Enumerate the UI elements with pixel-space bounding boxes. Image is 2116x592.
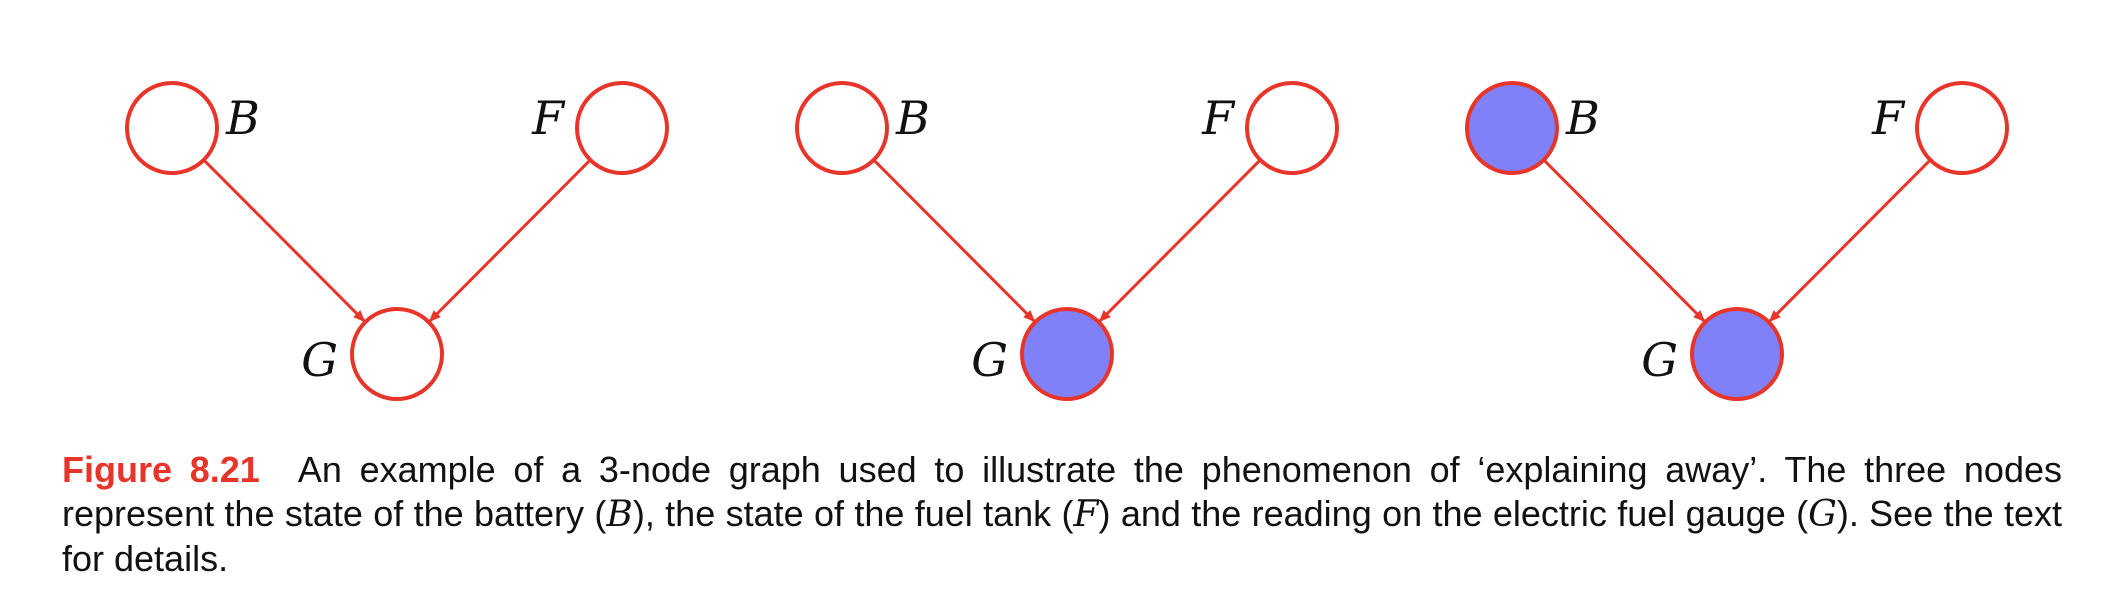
node-f-unobserved	[575, 81, 669, 175]
figure-label: Figure 8.21	[62, 449, 260, 490]
node-label-f: F	[531, 91, 566, 145]
node-label-f: F	[1201, 91, 1236, 145]
caption-text-3: ) and the reading on the electric fuel g…	[1098, 493, 1809, 534]
node-f-unobserved	[1245, 81, 1339, 175]
graph-panel-3: B F G	[1465, 81, 2009, 401]
node-b-observed	[1465, 81, 1559, 175]
graph-panel-2: B F G	[795, 81, 1339, 401]
graph-panel-1: B F G	[125, 81, 669, 401]
node-label-g: G	[301, 333, 338, 387]
node-b-unobserved	[795, 81, 889, 175]
edge-f-to-g	[1098, 158, 1262, 323]
explaining-away-diagram: B F G B F G B F G	[125, 81, 2009, 401]
node-g-observed	[1020, 307, 1114, 401]
node-label-g: G	[1641, 333, 1678, 387]
node-f-unobserved	[1915, 81, 2009, 175]
node-label-b: B	[225, 91, 260, 145]
caption-symbol-b: B	[606, 494, 633, 535]
edge-b-to-g	[872, 158, 1036, 323]
edge-f-to-g	[428, 158, 592, 323]
figure-caption: Figure 8.21 An example of a 3-node graph …	[62, 448, 2062, 581]
caption-text-2: ), the state of the fuel tank (	[632, 493, 1074, 534]
edge-f-to-g	[1768, 158, 1932, 323]
node-g-unobserved	[350, 307, 444, 401]
node-b-unobserved	[125, 81, 219, 175]
node-label-f: F	[1871, 91, 1906, 145]
node-label-b: B	[1565, 91, 1600, 145]
node-g-observed	[1690, 307, 1784, 401]
edge-b-to-g	[202, 158, 366, 323]
node-label-g: G	[971, 333, 1008, 387]
edge-b-to-g	[1542, 158, 1706, 323]
caption-symbol-f: F	[1073, 494, 1099, 535]
caption-symbol-g: G	[1808, 494, 1837, 535]
node-label-b: B	[895, 91, 930, 145]
caption-text-4: ). See the text for details.	[62, 493, 2062, 579]
caption-text-1: An example of a 3-node graph used to ill…	[62, 449, 2062, 534]
